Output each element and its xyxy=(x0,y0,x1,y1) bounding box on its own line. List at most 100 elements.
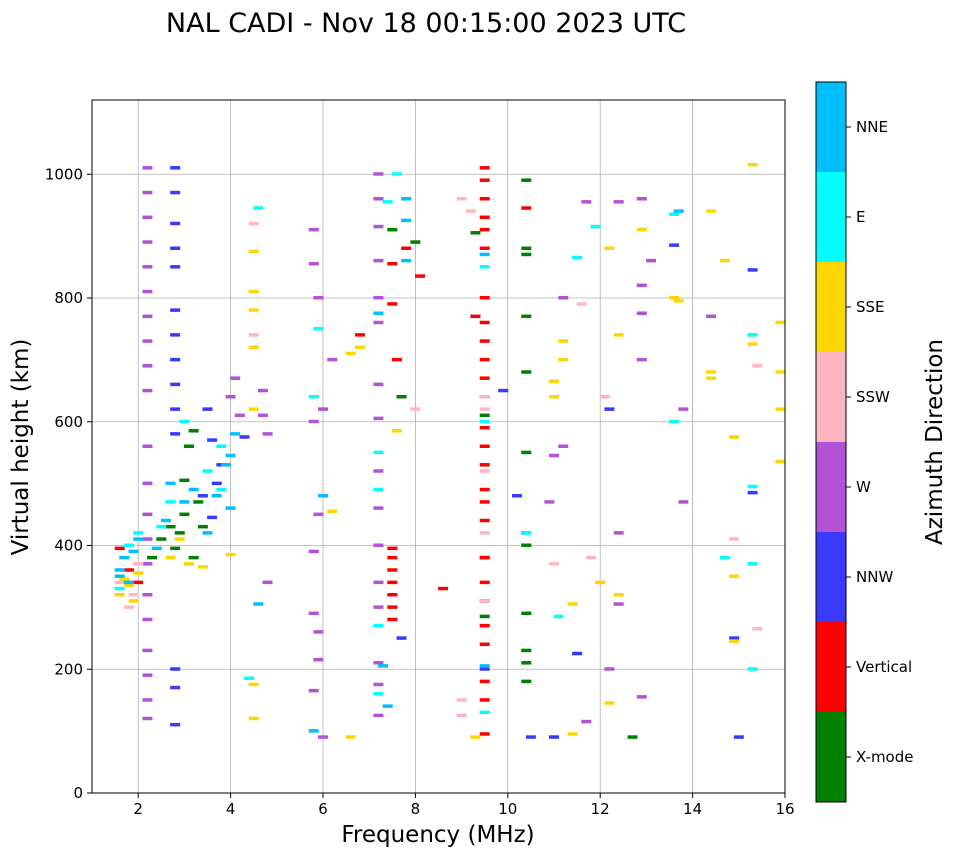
data-point-w xyxy=(327,357,338,362)
data-points xyxy=(114,162,786,739)
data-point-sse xyxy=(604,701,615,705)
y-tick-label: 1000 xyxy=(45,165,83,183)
data-point-ssw xyxy=(752,627,763,631)
y-tick-label: 400 xyxy=(54,537,83,555)
data-point-w xyxy=(613,200,624,204)
data-point-sse xyxy=(706,370,717,374)
data-point-w xyxy=(308,688,319,693)
data-point-w xyxy=(544,500,555,504)
data-point-ssw xyxy=(479,599,490,603)
data-point-w xyxy=(373,224,384,229)
data-point-w xyxy=(142,166,153,170)
data-point-sse xyxy=(775,459,786,464)
data-point-sse xyxy=(248,682,259,687)
data-point-xmode xyxy=(627,735,638,739)
colorbar-label: Azimuth Direction xyxy=(922,339,948,545)
data-point-ssw xyxy=(479,469,490,473)
data-point-nne xyxy=(119,555,130,560)
data-point-ssw xyxy=(599,395,610,399)
data-point-w xyxy=(142,444,153,448)
data-point-vertical xyxy=(479,227,490,232)
colorbar-tick-label: E xyxy=(856,208,865,226)
data-point-e xyxy=(391,172,402,176)
data-point-nne xyxy=(188,487,199,492)
data-point-w xyxy=(142,698,153,702)
data-point-vertical xyxy=(479,166,490,170)
data-point-w xyxy=(142,481,153,486)
data-point-xmode xyxy=(387,227,398,232)
colorbar-segment xyxy=(816,712,846,802)
data-point-w xyxy=(373,469,384,473)
data-point-xmode xyxy=(156,537,167,541)
data-point-ssw xyxy=(248,221,259,226)
data-point-w xyxy=(558,444,569,448)
x-tick-label: 10 xyxy=(498,800,517,818)
data-point-w xyxy=(636,283,647,288)
data-point-xmode xyxy=(521,543,532,547)
data-point-vertical xyxy=(479,339,490,343)
y-tick-label: 600 xyxy=(54,413,83,431)
data-point-e xyxy=(747,333,758,337)
data-point-w xyxy=(636,357,647,362)
data-point-xmode xyxy=(188,429,199,433)
data-point-xmode xyxy=(165,524,176,529)
data-point-nnw xyxy=(170,667,181,671)
data-point-nne xyxy=(401,197,412,201)
data-point-nne xyxy=(318,494,328,498)
data-point-vertical xyxy=(387,302,398,306)
data-point-ssw xyxy=(114,580,125,585)
data-point-sse xyxy=(549,379,559,384)
data-point-vertical xyxy=(479,178,490,182)
data-point-nnw xyxy=(549,735,559,739)
data-point-nnw xyxy=(498,388,509,393)
colorbar-tick-label: SSE xyxy=(856,298,885,316)
data-point-xmode xyxy=(521,679,532,684)
data-point-w xyxy=(142,716,153,721)
data-point-nne xyxy=(160,518,171,523)
data-point-vertical xyxy=(479,679,490,684)
data-point-w xyxy=(646,258,657,263)
data-point-nnw xyxy=(239,435,250,439)
data-point-nnw xyxy=(170,685,181,690)
data-point-e xyxy=(216,487,227,492)
data-point-xmode xyxy=(521,611,532,616)
data-point-w xyxy=(678,500,689,504)
data-point-sse xyxy=(119,577,130,582)
data-point-xmode xyxy=(521,450,532,455)
data-point-sse xyxy=(128,599,139,603)
data-point-nne xyxy=(211,494,222,498)
data-point-vertical xyxy=(387,555,398,560)
data-point-ssw xyxy=(576,302,587,306)
x-tick-label: 16 xyxy=(775,800,794,818)
data-point-nne xyxy=(151,546,162,551)
data-point-vertical xyxy=(123,568,134,572)
data-point-w xyxy=(313,657,324,662)
data-point-nne xyxy=(225,453,236,458)
data-point-e xyxy=(669,419,680,424)
data-point-vertical xyxy=(479,425,490,430)
data-point-w xyxy=(142,289,153,294)
data-point-nnw xyxy=(197,494,208,498)
data-point-sse xyxy=(669,296,680,300)
data-point-sse xyxy=(706,376,717,380)
x-axis-ticks: 2 4 6 8 10 12 14 16 xyxy=(133,793,795,818)
data-point-vertical xyxy=(387,593,398,597)
data-point-vertical xyxy=(479,642,490,646)
data-point-e xyxy=(479,710,490,715)
data-point-sse xyxy=(327,509,338,513)
data-point-xmode xyxy=(521,246,532,250)
data-point-ssw xyxy=(133,562,144,566)
data-point-sse xyxy=(567,732,578,736)
y-tick-label: 200 xyxy=(54,660,83,678)
data-point-nnw xyxy=(207,438,218,442)
data-point-sse xyxy=(184,562,195,566)
data-point-nnw xyxy=(207,515,218,520)
data-point-vertical xyxy=(479,500,490,504)
data-point-nne xyxy=(479,664,490,668)
data-point-sse xyxy=(747,342,758,346)
data-point-sse xyxy=(604,246,615,250)
data-point-sse xyxy=(345,351,356,356)
data-point-vertical xyxy=(387,605,398,609)
data-point-vertical xyxy=(387,580,398,585)
data-point-xmode xyxy=(521,648,532,653)
